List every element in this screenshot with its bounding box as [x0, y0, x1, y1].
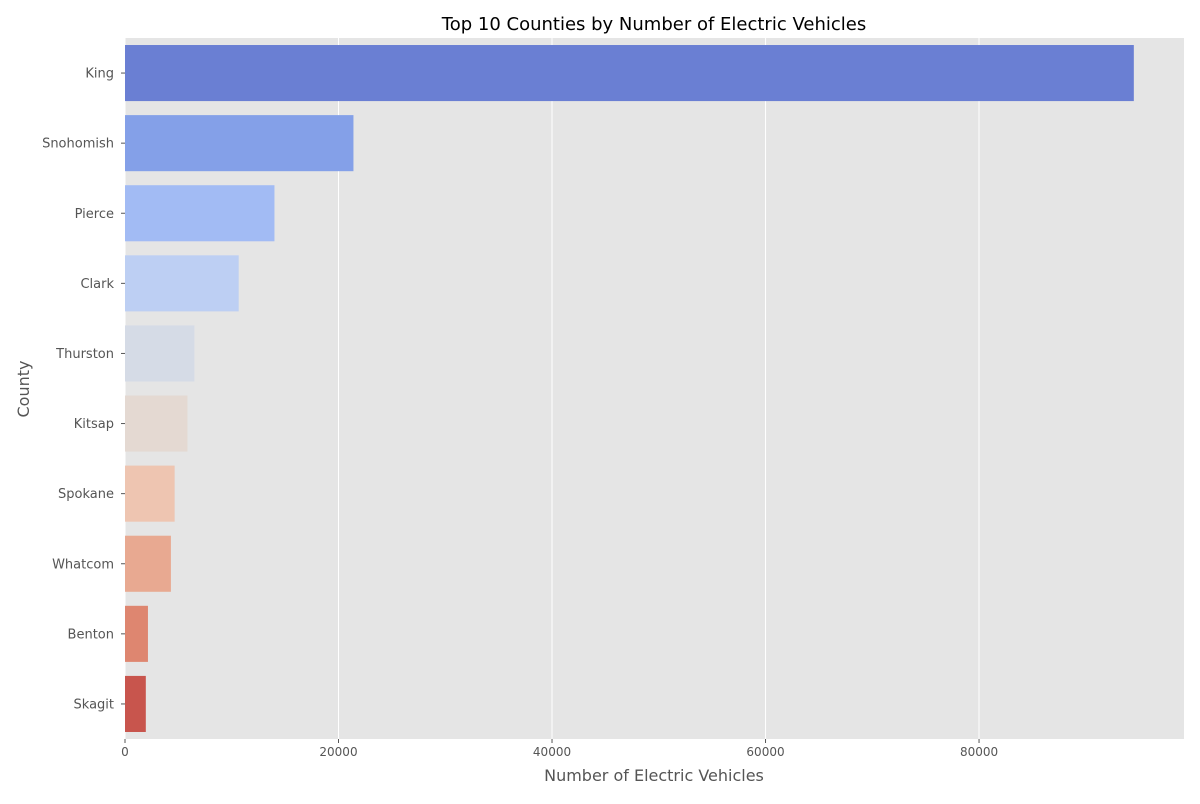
y-tick-label: Skagit — [74, 697, 114, 712]
y-tick-label: Snohomish — [42, 137, 114, 152]
y-tick-label: Pierce — [75, 207, 114, 222]
y-tick-label: Thurston — [55, 347, 114, 362]
y-tick-label: Whatcom — [52, 557, 114, 572]
bar-skagit — [125, 675, 146, 732]
x-axis-label: Number of Electric Vehicles — [544, 766, 764, 785]
bar-spokane — [125, 465, 175, 522]
y-tick-label: Kitsap — [74, 417, 114, 432]
y-tick-label: Spokane — [58, 487, 114, 502]
x-tick-label: 80000 — [960, 745, 998, 759]
x-axis-ticks: 0 20000 40000 60000 80000 — [121, 739, 998, 759]
bar-whatcom — [125, 535, 171, 592]
bar-king — [125, 45, 1134, 102]
x-tick-label: 20000 — [319, 745, 357, 759]
y-axis-label: County — [14, 361, 33, 418]
y-tick-label: Clark — [80, 277, 114, 292]
bar-clark — [125, 255, 239, 312]
x-tick-label: 60000 — [746, 745, 784, 759]
bar-pierce — [125, 185, 275, 242]
bar-benton — [125, 605, 148, 662]
bar-thurston — [125, 325, 195, 382]
y-tick-label: Benton — [68, 627, 114, 642]
y-tick-label: King — [85, 67, 114, 82]
bars — [125, 45, 1134, 732]
y-axis-ticks: King Snohomish Pierce Clark Thurston Kitsap Sp… — [42, 67, 125, 712]
x-tick-label: 0 — [121, 745, 129, 759]
bar-snohomish — [125, 115, 354, 172]
chart-title: Top 10 Counties by Number of Electric Ve… — [441, 14, 866, 35]
x-tick-label: 40000 — [533, 745, 571, 759]
bar-kitsap — [125, 395, 188, 452]
